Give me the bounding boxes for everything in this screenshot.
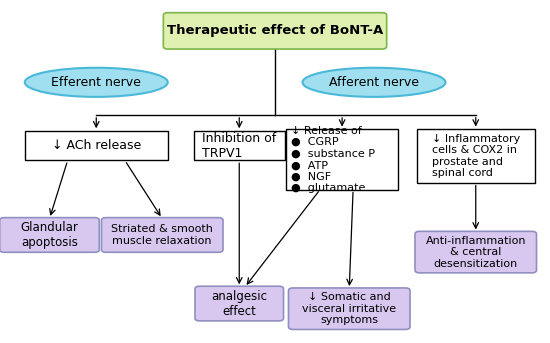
Text: Striated & smooth
muscle relaxation: Striated & smooth muscle relaxation — [111, 224, 213, 246]
Text: Anti-inflammation
& central
desensitization: Anti-inflammation & central desensitizat… — [426, 236, 526, 269]
Text: Afferent nerve: Afferent nerve — [329, 76, 419, 89]
FancyBboxPatch shape — [195, 286, 284, 321]
Text: analgesic
effect: analgesic effect — [211, 289, 267, 318]
Text: Efferent nerve: Efferent nerve — [51, 76, 141, 89]
FancyBboxPatch shape — [194, 131, 285, 161]
Text: Glandular
apoptosis: Glandular apoptosis — [20, 221, 79, 249]
FancyBboxPatch shape — [101, 217, 223, 252]
FancyBboxPatch shape — [286, 129, 398, 189]
FancyBboxPatch shape — [25, 131, 168, 161]
FancyBboxPatch shape — [288, 288, 410, 329]
Ellipse shape — [302, 68, 446, 97]
Ellipse shape — [25, 68, 168, 97]
Text: Inhibition of
TRPV1: Inhibition of TRPV1 — [202, 132, 276, 160]
FancyBboxPatch shape — [417, 129, 535, 182]
Text: ↓ Somatic and
visceral irritative
symptoms: ↓ Somatic and visceral irritative sympto… — [302, 292, 397, 325]
FancyBboxPatch shape — [163, 13, 387, 49]
Text: ↓ Release of
●  CGRP
●  substance P
●  ATP
●  NGF
●  glutamate: ↓ Release of ● CGRP ● substance P ● ATP … — [292, 126, 375, 193]
Text: ↓ Inflammatory
cells & COX2 in
prostate and
spinal cord: ↓ Inflammatory cells & COX2 in prostate … — [432, 134, 520, 178]
FancyBboxPatch shape — [415, 231, 536, 273]
Text: Therapeutic effect of BoNT-A: Therapeutic effect of BoNT-A — [167, 24, 383, 37]
Text: ↓ ACh release: ↓ ACh release — [52, 139, 141, 152]
FancyBboxPatch shape — [0, 217, 99, 252]
